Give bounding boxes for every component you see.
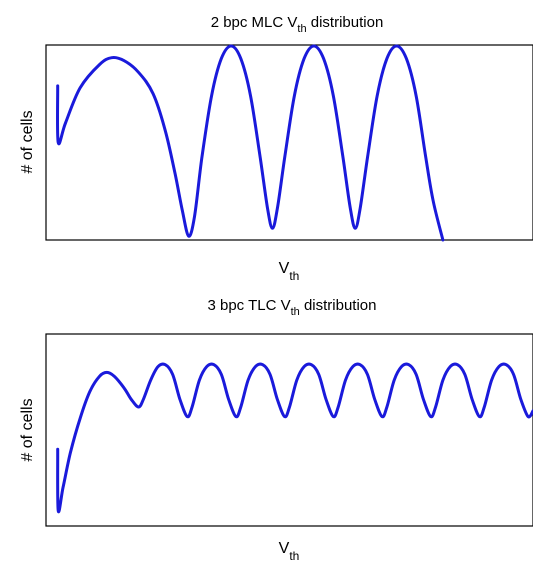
tlc-title-prefix: 3 bpc TLC V	[207, 297, 290, 314]
tlc-plot-frame	[45, 333, 533, 527]
tlc-chart: 3 bpc TLC Vth distribution # of cells Vt…	[19, 297, 533, 563]
mlc-xlabel: Vth	[279, 260, 300, 283]
mlc-chart: 2 bpc MLC Vth distribution # of cells Vt…	[19, 14, 533, 283]
tlc-ylabel: # of cells	[19, 398, 36, 461]
tlc-xlabel-sub: th	[289, 549, 299, 563]
mlc-title-sub: th	[297, 23, 306, 35]
mlc-plot-frame	[45, 44, 533, 241]
tlc-title-suffix: distribution	[300, 297, 377, 314]
tlc-xlabel-main: V	[279, 540, 290, 557]
tlc-chart-title: 3 bpc TLC Vth distribution	[207, 297, 376, 318]
tlc-xlabel: Vth	[279, 540, 300, 563]
mlc-ylabel: # of cells	[19, 110, 36, 173]
tlc-series-line	[56, 362, 533, 514]
mlc-series-line	[55, 44, 445, 242]
mlc-xlabel-sub: th	[289, 269, 299, 283]
mlc-title-suffix: distribution	[307, 14, 384, 31]
mlc-chart-title: 2 bpc MLC Vth distribution	[211, 14, 384, 35]
mlc-xlabel-main: V	[279, 260, 290, 277]
tlc-title-sub: th	[291, 306, 300, 318]
mlc-title-prefix: 2 bpc MLC V	[211, 14, 298, 31]
